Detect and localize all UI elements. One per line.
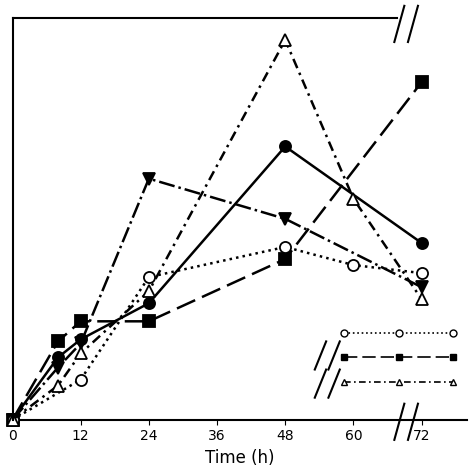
X-axis label: Time (h): Time (h) xyxy=(205,449,274,467)
